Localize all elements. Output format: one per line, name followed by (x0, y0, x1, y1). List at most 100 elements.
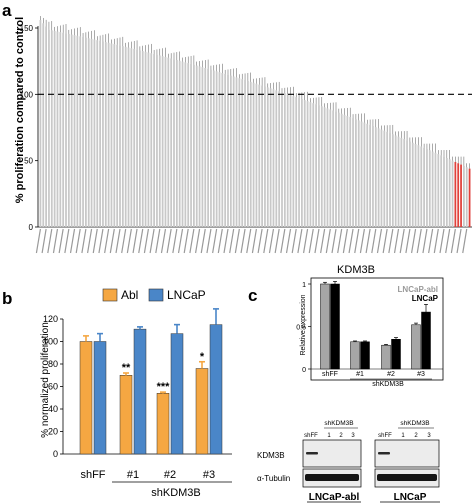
panel-c-ytick-label: 0 (302, 367, 306, 374)
panel-c-bar (360, 341, 370, 370)
blot-lane-3-right: 3 (427, 433, 431, 439)
panel-a-bar-highlight (468, 168, 471, 227)
panel-a-xtick-label (365, 228, 371, 254)
panel-a-bar (335, 111, 337, 227)
panel-b-significance: * (200, 351, 205, 363)
panel-a-xtick-label (359, 228, 366, 254)
panel-a-bar (249, 81, 252, 227)
panel-a-bar (326, 108, 329, 227)
panel-c-frame (310, 277, 444, 381)
panel-a-xtick-label (428, 228, 434, 254)
panel-a-xtick-label (98, 228, 104, 254)
panel-a-bar (82, 36, 84, 227)
panel-a-bar (281, 92, 283, 227)
panel-c-ylabel: Relative expression (300, 294, 307, 355)
panel-a-xtick-label (382, 228, 388, 254)
panel-a-bar (158, 55, 161, 227)
panel-b-ytick-label: 100 (43, 337, 58, 347)
panel-a-bar (391, 134, 394, 227)
panel-a-bar (389, 133, 391, 227)
blot-lane-1-left: 1 (327, 433, 331, 439)
panel-a-bar (204, 68, 207, 227)
panel-a-bar (465, 167, 468, 227)
panel-a-xtick-label (104, 228, 110, 254)
panel-a-xtick-label (263, 228, 269, 254)
panel-b-category-label: #2 (164, 469, 176, 481)
panel-a-bar (286, 94, 289, 227)
panel-a-xtick-label (456, 228, 462, 254)
panel-a-xtick-label (149, 228, 155, 254)
blot-lane-2-left: 2 (339, 433, 343, 439)
panel-a-bar (383, 130, 386, 227)
panel-a-bar (420, 146, 423, 227)
panel-a-xtick-label (177, 228, 184, 254)
legend-label-lncap-abl: LNCaP-abl (398, 285, 438, 294)
panel-a-xtick-label (234, 228, 240, 254)
panel-a-bar (215, 71, 218, 227)
panel-b-bars: ****** (79, 308, 223, 455)
panel-a-bar (346, 115, 349, 227)
panel-a-xtick-label (388, 228, 394, 254)
panel-b-category-label: #3 (203, 469, 215, 481)
panel-a-bar (190, 63, 192, 227)
panel-a-bar (374, 127, 377, 227)
panel-a-bar (258, 84, 261, 227)
panel-a-xtick-label (291, 228, 297, 254)
panel-a-bar (170, 58, 173, 228)
panel-a-bar (181, 61, 184, 228)
panel-a-xtick-label (416, 228, 422, 254)
panel-a-bar (448, 159, 451, 227)
panel-b-category-label: shFF (80, 469, 105, 481)
panel-a-bar (332, 110, 335, 227)
panel-a-bar (221, 73, 224, 227)
panel-a-xtick-label (223, 228, 229, 254)
panel-a-bar (139, 50, 141, 227)
panel-b-ylabel: % normalized proliferation (40, 322, 51, 438)
panel-a-bar (232, 76, 235, 227)
panel-a-xtick-label (126, 228, 132, 254)
panel-a-bar (343, 114, 346, 227)
panel-a-xtick-label (86, 228, 93, 254)
panel-a-xtick-label (371, 228, 377, 254)
panel-a-xtick-label (285, 228, 292, 254)
panel-a-ylabel: % proliferation compared to control (14, 17, 26, 203)
panel-a-bar (247, 80, 249, 227)
panel-a-bar (329, 109, 332, 227)
blot-band-kdm3b-shff-left (306, 452, 318, 455)
panel-a-xtick-label (143, 228, 150, 254)
panel-a-xtick-label (393, 228, 400, 254)
panel-b-ytick-label: 0 (53, 449, 58, 459)
panel-a-bar (363, 122, 366, 227)
panel-a-bar (161, 56, 164, 228)
blot-cellline-lncap-abl: LNCaP-abl (309, 492, 360, 503)
panel-a-xtick-label (160, 228, 167, 254)
panel-a-xtick-label (132, 228, 138, 254)
panel-a-bars (39, 16, 471, 228)
panel-a-bar (167, 57, 170, 227)
panel-c-bar (381, 344, 391, 370)
panel-b-ytick-label: 120 (43, 314, 58, 324)
blot-lane-1-right: 1 (401, 433, 405, 439)
panel-a-xtick-label (268, 228, 275, 254)
panel-b-ytick-label: 80 (48, 359, 58, 369)
panel-a-xtick-label (240, 228, 246, 254)
panel-a-xtick-label (194, 228, 201, 254)
panel-a-xtick-label (274, 228, 280, 254)
panel-b-xlabel: shKDM3B (151, 487, 201, 499)
panel-a-bar (193, 64, 195, 227)
panel-c-bar (391, 339, 401, 370)
panel-a-xtick-label (337, 228, 343, 254)
panel-a-bar (426, 148, 428, 227)
panel-a-bar (272, 89, 275, 227)
panel-b-significance: *** (157, 381, 171, 393)
panel-a-xtick-label (75, 228, 81, 254)
panel-a-bar (377, 128, 380, 227)
panel-a-xtick-label (109, 228, 115, 254)
panel-a-bar (164, 56, 167, 227)
panel-a-bar (207, 68, 209, 227)
panel-a-bar (451, 160, 454, 227)
panel-a-bar (295, 97, 298, 227)
panel-a-bar (110, 43, 113, 228)
panel-a-bar (201, 67, 204, 228)
panel-a-bar (87, 38, 90, 227)
